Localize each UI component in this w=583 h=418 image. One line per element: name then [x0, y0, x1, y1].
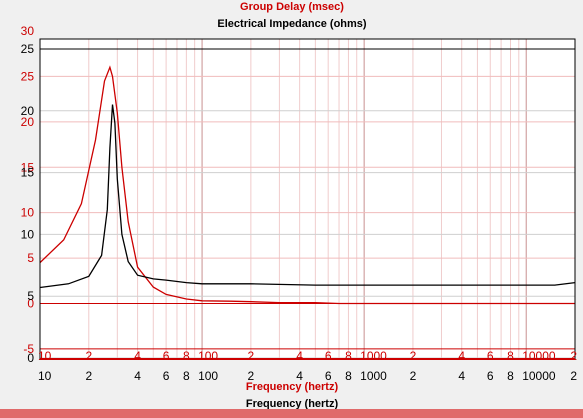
x-tick-label-red: 10000	[522, 349, 556, 363]
x-tick-label-black: 4	[296, 369, 303, 383]
y-tick-label-red: 15	[21, 160, 35, 174]
y-tick-label-red: 10	[21, 206, 35, 220]
y-tick-label-red: 0	[27, 297, 34, 311]
x-tick-label-black: 100	[198, 369, 218, 383]
x-tick-label-black: 2	[570, 369, 577, 383]
x-tick-label-black: 2	[85, 369, 92, 383]
x-axis-label: Frequency (hertz)	[246, 381, 339, 393]
x-tick-label-red: 6	[325, 349, 332, 363]
x-tick-label-red: 2	[570, 349, 577, 363]
x-axis-label-secondary: Frequency (hertz)	[246, 398, 339, 409]
x-tick-label-red: 2	[85, 349, 92, 363]
x-tick-label-red: 2	[248, 349, 255, 363]
x-tick-label-red: 6	[487, 349, 494, 363]
x-tick-label-black: 2	[410, 369, 417, 383]
x-tick-label-black: 1000	[360, 369, 387, 383]
x-tick-label-red: 10	[38, 349, 52, 363]
y-tick-label-black: 0	[27, 351, 34, 365]
x-tick-label-black: 6	[163, 369, 170, 383]
x-tick-label-black: 8	[345, 369, 352, 383]
x-tick-label-black: 8	[183, 369, 190, 383]
y-tick-label-red: 5	[27, 251, 34, 265]
y-tick-label-black: 5	[27, 289, 34, 303]
x-tick-label-red: 4	[458, 349, 465, 363]
chart-title: Group Delay (msec)	[240, 1, 344, 13]
x-tick-label-black: 2	[248, 369, 255, 383]
x-tick-label-red: 4	[296, 349, 303, 363]
bottom-bar	[0, 409, 583, 418]
x-tick-label-black: 10000	[522, 369, 556, 383]
chart-subtitle: Electrical Impedance (ohms)	[217, 18, 366, 30]
x-tick-label-black: 8	[507, 369, 514, 383]
y-tick-label-black: 10	[21, 227, 35, 241]
plot-area	[40, 39, 575, 359]
x-tick-label-black: 4	[134, 369, 141, 383]
x-tick-label-black: 4	[458, 369, 465, 383]
x-tick-label-red: 2	[410, 349, 417, 363]
x-tick-label-red: 8	[507, 349, 514, 363]
y-tick-label-black: 25	[21, 42, 35, 56]
x-tick-label-red: 6	[163, 349, 170, 363]
x-tick-label-black: 6	[325, 369, 332, 383]
x-tick-label-red: 1000	[360, 349, 387, 363]
y-tick-label-black: 15	[21, 166, 35, 180]
x-tick-label-red: 8	[345, 349, 352, 363]
x-tick-label-red: 100	[198, 349, 218, 363]
y-tick-label-black: 20	[21, 104, 35, 118]
series-line	[39, 65, 575, 305]
y-tick-label-red: 25	[21, 69, 35, 83]
series-layer	[39, 65, 576, 305]
y-tick-label-red: -5	[23, 342, 34, 356]
y-tick-label-red: 30	[21, 24, 35, 38]
x-tick-label-black: 10	[38, 369, 52, 383]
y-tick-label-red: 20	[21, 115, 35, 129]
x-tick-label-red: 4	[134, 349, 141, 363]
x-tick-label-black: 6	[487, 369, 494, 383]
x-tick-label-red: 8	[183, 349, 190, 363]
series-line	[39, 104, 576, 289]
